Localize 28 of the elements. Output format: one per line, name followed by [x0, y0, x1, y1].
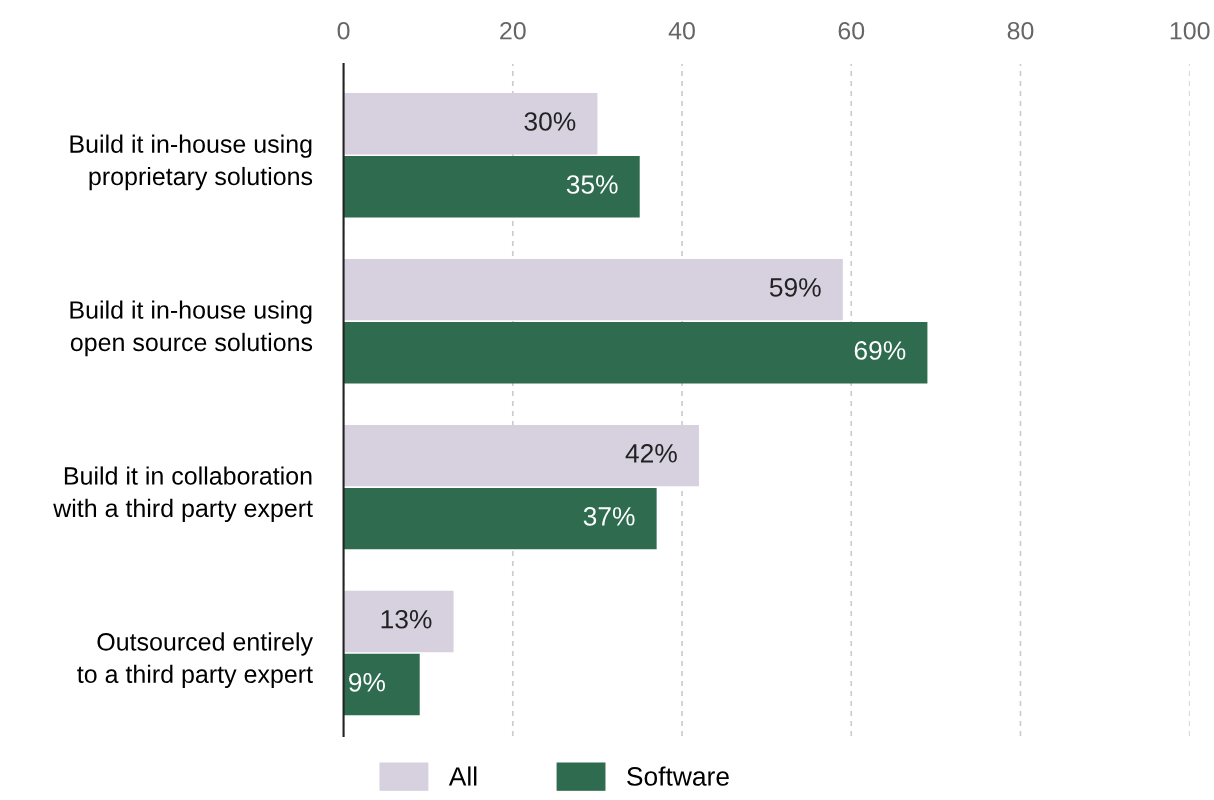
y-tick-label: Outsourced entirely to a third party expert [77, 632, 313, 688]
y-tick-label: Build it in-house using open source solutions [70, 300, 313, 357]
data-label: 37% [583, 507, 635, 526]
bar [343, 322, 928, 384]
bar [343, 653, 420, 716]
data-label: 42% [625, 443, 677, 463]
x-tick-label: 100 [1170, 21, 1210, 40]
x-tick-label: 40 [668, 21, 695, 40]
y-tick-label: Build it in collaboration with a third party expert [53, 466, 313, 523]
x-tick-label: 60 [838, 21, 865, 40]
bar [343, 424, 699, 487]
data-label: 9% [349, 672, 385, 692]
legend-label: All [448, 766, 477, 786]
data-label: 69% [854, 341, 906, 360]
bar [343, 590, 454, 653]
y-tick-label: Build it in-house using proprietary solutions [70, 134, 313, 191]
x-tick-label: 20 [500, 21, 526, 40]
bar [343, 258, 843, 321]
legend-label: Software [627, 766, 729, 786]
data-label: 13% [381, 609, 432, 629]
bar [343, 156, 640, 218]
x-tick-label: 0 [337, 21, 350, 40]
data-label: 35% [566, 175, 618, 194]
bar [343, 487, 657, 550]
x-tick-label: 80 [1007, 21, 1034, 40]
data-label: 30% [524, 112, 576, 131]
data-label: 59% [769, 278, 821, 297]
bar [343, 93, 598, 155]
